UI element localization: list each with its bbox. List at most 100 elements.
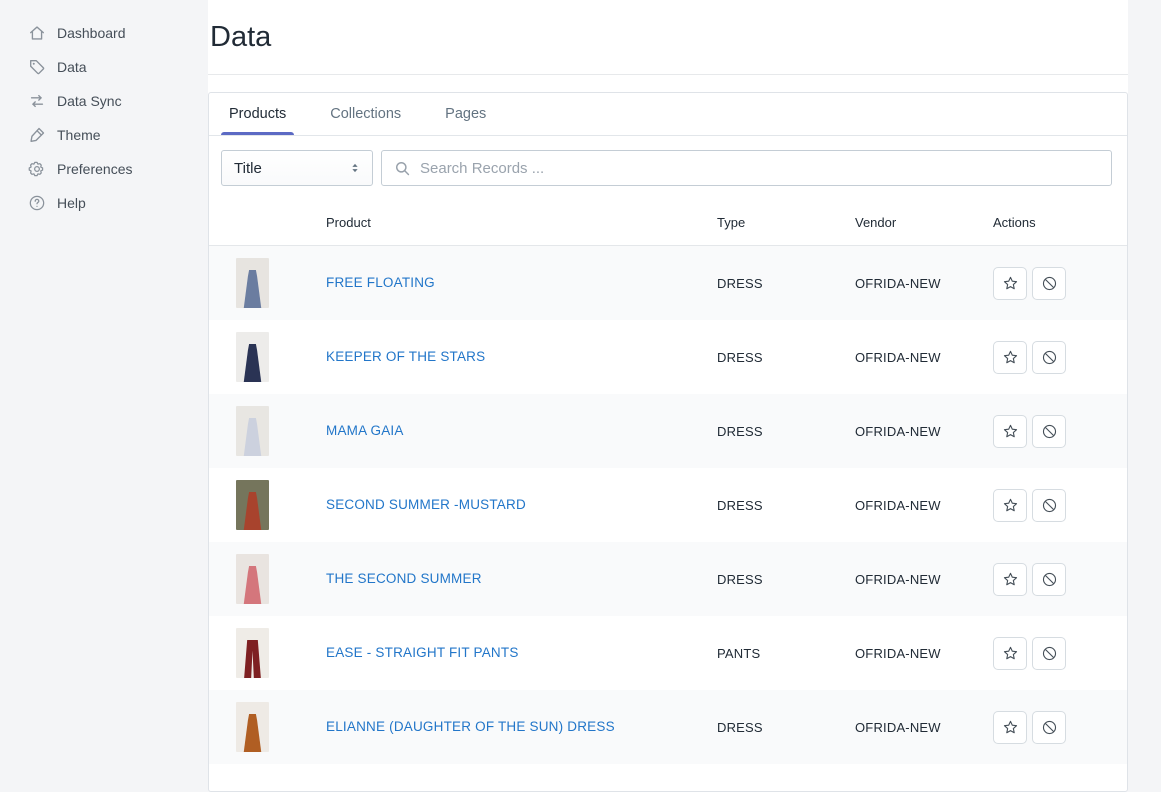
row-actions	[993, 414, 1127, 448]
product-link[interactable]: FREE FLOATING	[326, 275, 435, 290]
ban-icon	[1040, 644, 1059, 663]
theme-brush-icon	[28, 126, 46, 144]
exclude-button[interactable]	[1032, 562, 1066, 596]
favorite-button[interactable]	[993, 414, 1027, 448]
sidebar-item-label: Data	[57, 59, 87, 75]
table-row: EASE - STRAIGHT FIT PANTS PANTS OFRIDA-N…	[209, 616, 1127, 690]
tab-pages[interactable]: Pages	[437, 93, 494, 135]
sidebar-item-label: Preferences	[57, 161, 133, 177]
sidebar-item-label: Dashboard	[57, 25, 126, 41]
filter-row: Title	[209, 136, 1127, 200]
star-icon	[1001, 274, 1020, 293]
row-actions	[993, 488, 1127, 522]
table-row: FREE FLOATING DRESS OFRIDA-NEW	[209, 246, 1127, 320]
table-row: SECOND SUMMER -MUSTARD DRESS OFRIDA-NEW	[209, 468, 1127, 542]
product-type: PANTS	[717, 645, 761, 661]
help-circle-icon	[28, 194, 46, 212]
favorite-button[interactable]	[993, 266, 1027, 300]
sidebar-item-data[interactable]: Data	[0, 50, 208, 84]
sidebar-item-help[interactable]: Help	[0, 186, 208, 220]
ban-icon	[1040, 422, 1059, 441]
product-thumbnail	[236, 480, 269, 530]
sidebar-item-label: Theme	[57, 127, 101, 143]
garment-shape	[244, 640, 261, 678]
product-vendor: OFRIDA-NEW	[855, 275, 941, 291]
product-link[interactable]: EASE - STRAIGHT FIT PANTS	[326, 645, 519, 660]
sidebar: Dashboard Data Data Sync Theme	[0, 0, 208, 775]
sync-arrows-icon	[28, 92, 46, 110]
product-type: DRESS	[717, 275, 763, 291]
column-header-actions: Actions	[993, 215, 1036, 230]
product-link[interactable]: THE SECOND SUMMER	[326, 571, 482, 586]
product-link[interactable]: KEEPER OF THE STARS	[326, 349, 486, 364]
product-link[interactable]: ELIANNE (DAUGHTER OF THE SUN) DRESS	[326, 719, 615, 734]
sidebar-item-label: Data Sync	[57, 93, 122, 109]
table-body: FREE FLOATING DRESS OFRIDA-NEW	[209, 246, 1127, 764]
exclude-button[interactable]	[1032, 636, 1066, 670]
table-header: Product Type Vendor Actions	[209, 200, 1127, 246]
exclude-button[interactable]	[1032, 488, 1066, 522]
product-type: DRESS	[717, 349, 763, 365]
product-thumbnail	[236, 628, 269, 678]
star-icon	[1001, 644, 1020, 663]
ban-icon	[1040, 718, 1059, 737]
product-thumbnail	[236, 258, 269, 308]
table-row: THE SECOND SUMMER DRESS OFRIDA-NEW	[209, 542, 1127, 616]
exclude-button[interactable]	[1032, 266, 1066, 300]
home-icon	[28, 24, 46, 42]
favorite-button[interactable]	[993, 340, 1027, 374]
garment-shape	[243, 566, 262, 604]
row-actions	[993, 710, 1127, 744]
table-row: KEEPER OF THE STARS DRESS OFRIDA-NEW	[209, 320, 1127, 394]
star-icon	[1001, 422, 1020, 441]
favorite-button[interactable]	[993, 562, 1027, 596]
exclude-button[interactable]	[1032, 414, 1066, 448]
tab-collections[interactable]: Collections	[322, 93, 409, 135]
garment-shape	[243, 714, 262, 752]
ban-icon	[1040, 496, 1059, 515]
sort-field-value: Title	[234, 159, 262, 177]
sidebar-item-preferences[interactable]: Preferences	[0, 152, 208, 186]
row-actions	[993, 636, 1127, 670]
product-vendor: OFRIDA-NEW	[855, 645, 941, 661]
product-type: DRESS	[717, 571, 763, 587]
favorite-button[interactable]	[993, 636, 1027, 670]
exclude-button[interactable]	[1032, 340, 1066, 374]
product-link[interactable]: SECOND SUMMER -MUSTARD	[326, 497, 526, 512]
sidebar-item-data-sync[interactable]: Data Sync	[0, 84, 208, 118]
search-box	[381, 150, 1112, 186]
row-actions	[993, 340, 1127, 374]
garment-shape	[243, 344, 262, 382]
product-vendor: OFRIDA-NEW	[855, 571, 941, 587]
product-thumbnail	[236, 554, 269, 604]
exclude-button[interactable]	[1032, 710, 1066, 744]
caret-updown-icon	[347, 160, 363, 176]
column-header-product: Product	[326, 215, 371, 230]
search-input[interactable]	[420, 159, 1099, 177]
sidebar-item-dashboard[interactable]: Dashboard	[0, 16, 208, 50]
product-thumbnail	[236, 406, 269, 456]
ban-icon	[1040, 348, 1059, 367]
garment-shape	[243, 492, 262, 530]
sidebar-item-theme[interactable]: Theme	[0, 118, 208, 152]
header-divider	[208, 74, 1128, 75]
product-thumbnail	[236, 702, 269, 752]
product-thumbnail	[236, 332, 269, 382]
row-actions	[993, 266, 1127, 300]
search-icon	[394, 160, 411, 177]
sort-field-select[interactable]: Title	[221, 150, 373, 186]
product-link[interactable]: MAMA GAIA	[326, 423, 404, 438]
favorite-button[interactable]	[993, 710, 1027, 744]
garment-shape	[243, 418, 262, 456]
product-type: DRESS	[717, 719, 763, 735]
column-header-vendor: Vendor	[855, 215, 897, 230]
favorite-button[interactable]	[993, 488, 1027, 522]
product-vendor: OFRIDA-NEW	[855, 349, 941, 365]
gear-icon	[28, 160, 46, 178]
table-row: MAMA GAIA DRESS OFRIDA-NEW	[209, 394, 1127, 468]
product-type: DRESS	[717, 423, 763, 439]
product-type: DRESS	[717, 497, 763, 513]
row-actions	[993, 562, 1127, 596]
main-panel: Data Products Collections Pages Title	[208, 0, 1128, 792]
tab-products[interactable]: Products	[221, 93, 295, 135]
